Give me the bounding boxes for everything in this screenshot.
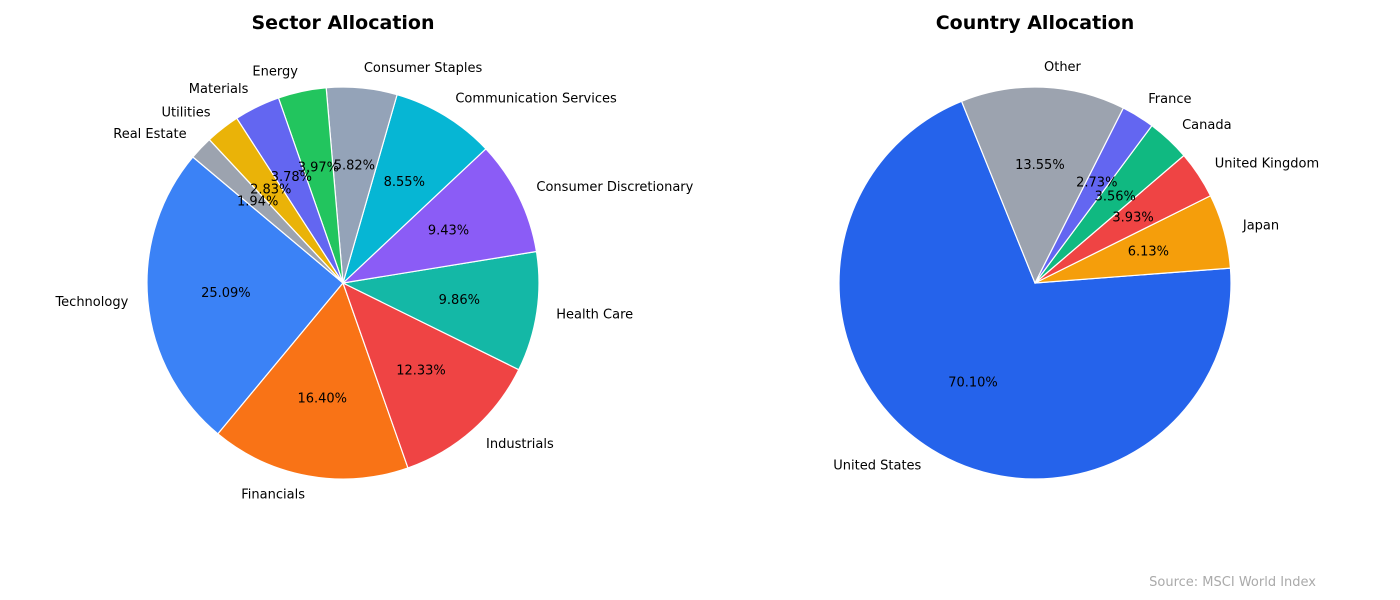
country-value-canada: 3.56% bbox=[1095, 190, 1136, 205]
country-value-france: 2.73% bbox=[1076, 175, 1117, 190]
country-pie-chart: Country Allocation United States 70.10% Jap… bbox=[833, 12, 1319, 480]
country-value-united-kingdom: 3.93% bbox=[1112, 211, 1153, 226]
sector-slices bbox=[146, 86, 540, 480]
country-label-canada: Canada bbox=[1182, 118, 1231, 133]
sector-value-technology: 25.09% bbox=[201, 286, 251, 301]
country-slice-united-states[interactable] bbox=[838, 100, 1232, 480]
sector-slice-technology[interactable] bbox=[146, 156, 344, 435]
sector-label-health-care: Health Care bbox=[556, 307, 633, 322]
sector-label-utilities: Utilities bbox=[162, 105, 211, 120]
sector-slice-communication-services[interactable] bbox=[342, 94, 487, 284]
sector-slice-financials[interactable] bbox=[217, 282, 409, 480]
sector-slice-real-estate[interactable] bbox=[192, 139, 344, 284]
sector-label-communication-services: Communication Services bbox=[455, 92, 617, 107]
sector-label-financials: Financials bbox=[241, 488, 305, 503]
country-value-other: 13.55% bbox=[1015, 158, 1065, 173]
source-note: Source: MSCI World Index bbox=[1149, 575, 1316, 590]
country-label-france: France bbox=[1148, 92, 1191, 107]
country-labels: United States 70.10% Japan 6.13% United King… bbox=[833, 60, 1319, 474]
country-slices bbox=[838, 86, 1232, 480]
sector-value-health-care: 9.86% bbox=[439, 293, 480, 308]
sector-chart-title: Sector Allocation bbox=[252, 12, 435, 34]
sector-value-consumer-discretionary: 9.43% bbox=[428, 224, 469, 239]
country-chart-title: Country Allocation bbox=[936, 12, 1135, 34]
sector-label-industrials: Industrials bbox=[486, 437, 554, 452]
sector-label-energy: Energy bbox=[252, 65, 298, 80]
sector-pie-chart: Sector Allocation Technology 25.09% Financi… bbox=[54, 12, 693, 503]
sector-label-consumer-discretionary: Consumer Discretionary bbox=[536, 180, 693, 195]
sector-slice-consumer-discretionary[interactable] bbox=[342, 148, 538, 284]
sector-value-utilities: 2.83% bbox=[250, 183, 291, 198]
sector-value-materials: 3.78% bbox=[271, 170, 312, 185]
country-slice-other[interactable] bbox=[960, 86, 1124, 284]
sector-slice-health-care[interactable] bbox=[342, 250, 540, 371]
sector-value-financials: 16.40% bbox=[297, 391, 347, 406]
sector-labels: Technology 25.09% Financials 16.40% Industri… bbox=[54, 61, 693, 503]
country-label-united-kingdom: United Kingdom bbox=[1215, 156, 1319, 171]
sector-label-real-estate: Real Estate bbox=[113, 127, 186, 142]
sector-value-real-estate: 1.94% bbox=[237, 195, 278, 210]
sector-value-industrials: 12.33% bbox=[396, 363, 446, 378]
country-label-japan: Japan bbox=[1242, 218, 1279, 233]
sector-label-technology: Technology bbox=[54, 295, 128, 310]
country-value-japan: 6.13% bbox=[1128, 244, 1169, 259]
country-value-united-states: 70.10% bbox=[948, 375, 998, 390]
country-label-other: Other bbox=[1044, 60, 1082, 75]
sector-value-communication-services: 8.55% bbox=[384, 175, 425, 190]
sector-label-consumer-staples: Consumer Staples bbox=[364, 61, 483, 76]
sector-slice-industrials[interactable] bbox=[342, 282, 520, 469]
country-label-united-states: United States bbox=[833, 459, 921, 474]
sector-value-consumer-staples: 5.82% bbox=[334, 158, 375, 173]
sector-value-energy: 3.97% bbox=[298, 161, 339, 176]
sector-label-materials: Materials bbox=[189, 82, 249, 97]
